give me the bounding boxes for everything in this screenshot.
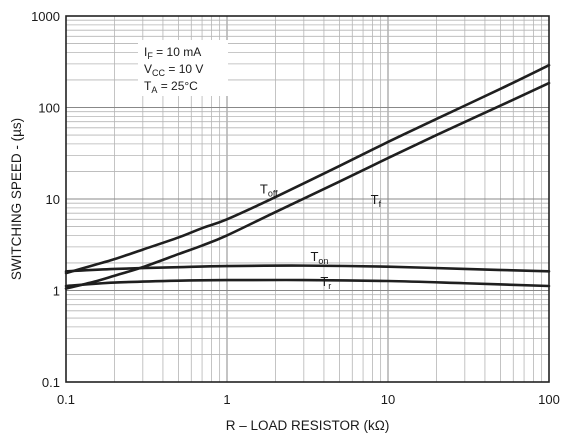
y-tick-label: 1 (53, 284, 60, 299)
curve-label-t-r: Tr (320, 274, 331, 291)
x-tick-label: 0.1 (57, 392, 75, 407)
plot-frame (65, 15, 550, 383)
condition-line: TA = 25°C (144, 79, 198, 95)
y-tick-label: 10 (46, 192, 60, 207)
curve-t-r (64, 278, 551, 288)
curve-label-t-f: Tf (371, 192, 382, 209)
x-tick-label: 10 (381, 392, 395, 407)
curve-label-t-off: Toff (260, 181, 278, 198)
y-tick-label: 0.1 (42, 375, 60, 390)
curve-t-off (64, 63, 551, 275)
curve-t-f (64, 81, 551, 290)
x-axis-title: R – LOAD RESISTOR (kΩ) (226, 418, 390, 433)
y-tick-label: 1000 (31, 9, 60, 24)
condition-line: IF = 10 mA (144, 45, 201, 61)
conditions-background (138, 40, 228, 96)
curve-t-on (64, 264, 551, 273)
y-axis-title: SWITCHING SPEED - (µs) (9, 118, 24, 280)
curve-label-t-on: Ton (310, 249, 328, 266)
y-tick-label: 100 (38, 101, 60, 116)
curves (64, 63, 551, 290)
x-tick-label: 100 (538, 392, 560, 407)
tick-labels: 0.1 1 10 100 0.1 1 10 100 1000 (31, 9, 560, 407)
x-tick-label: 1 (223, 392, 230, 407)
condition-line: VCC = 10 V (144, 62, 203, 78)
curve-labels: Toff Tf Ton Tr (260, 181, 382, 291)
